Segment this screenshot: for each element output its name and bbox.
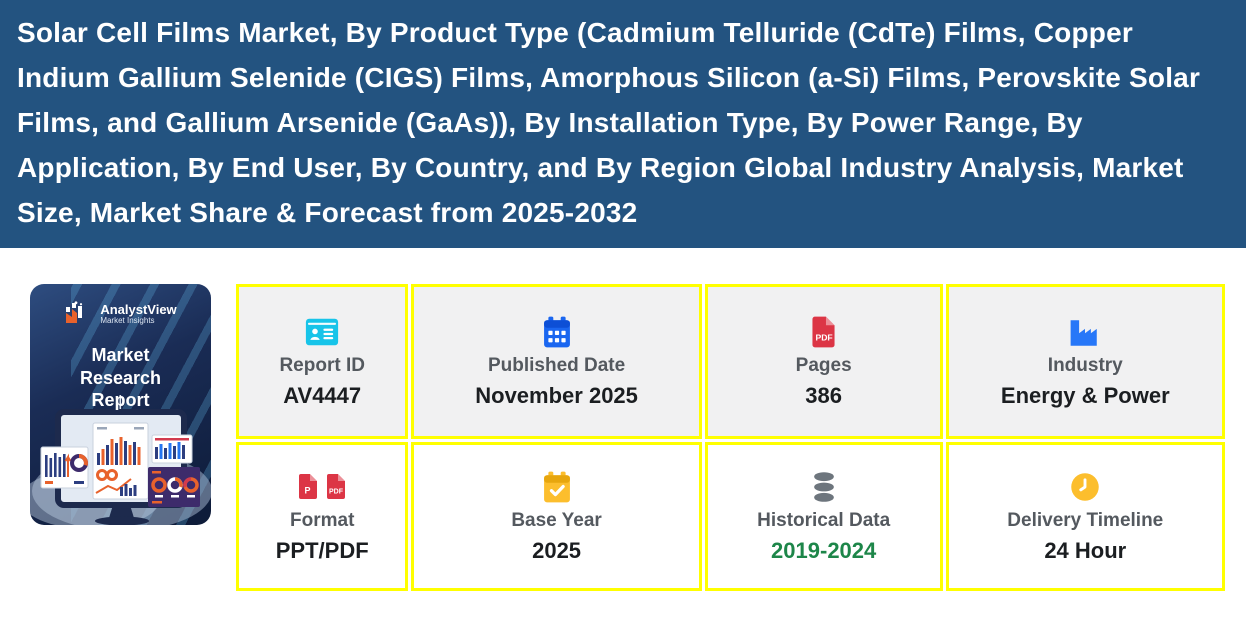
- database-icon: [809, 470, 839, 504]
- industry-cell: Industry Energy & Power: [945, 284, 1225, 439]
- pdf-file-icon: PDF: [810, 315, 837, 349]
- factory-icon: [1068, 315, 1102, 349]
- cell-label: Historical Data: [757, 509, 891, 531]
- page-title: Solar Cell Films Market, By Product Type…: [17, 17, 1201, 228]
- monitor-illustration: [30, 395, 211, 525]
- cell-value: PPT/PDF: [275, 537, 369, 563]
- report-id-cell: Report ID AV4447: [236, 284, 409, 439]
- cell-value: 2025: [532, 537, 582, 563]
- calendar-check-icon: [542, 470, 572, 504]
- cell-value: AV4447: [283, 382, 362, 408]
- ppt-file-icon: P: [299, 474, 318, 499]
- cell-label: Industry: [1047, 354, 1123, 376]
- format-cell: P PDF Format PPT/PDF: [236, 442, 409, 591]
- id-card-icon: [305, 315, 339, 349]
- ppt-pdf-file-icons: P PDF: [297, 470, 347, 504]
- cell-label: Published Date: [487, 354, 626, 376]
- cell-label: Report ID: [279, 354, 365, 376]
- report-info-section: AnalystView Market Insights Market Resea…: [30, 284, 1246, 591]
- cell-label: Format: [290, 509, 355, 531]
- pages-cell: PDF Pages 386: [704, 284, 943, 439]
- report-cover-thumbnail: AnalystView Market Insights Market Resea…: [30, 284, 211, 525]
- clock-icon: [1070, 470, 1100, 504]
- base-year-cell: Base Year 2025: [411, 442, 702, 591]
- header-banner: Solar Cell Films Market, By Product Type…: [0, 0, 1246, 248]
- cell-label: Delivery Timeline: [1007, 509, 1164, 531]
- svg-text:PDF: PDF: [816, 332, 833, 342]
- pdf-file-icon: PDF: [327, 474, 346, 499]
- cell-value: Energy & Power: [1000, 382, 1170, 408]
- brand-name: AnalystView: [100, 301, 177, 317]
- cell-value: 2019-2024: [771, 537, 877, 563]
- cell-value: 386: [805, 382, 843, 408]
- cell-label: Base Year: [511, 509, 602, 531]
- cell-value: November 2025: [475, 382, 638, 408]
- delivery-timeline-cell: Delivery Timeline 24 Hour: [945, 442, 1225, 591]
- calendar-icon: [542, 315, 572, 349]
- historical-data-cell: Historical Data 2019-2024: [704, 442, 943, 591]
- analystview-logo: AnalystView Market Insights: [30, 301, 211, 327]
- analystview-logo-icon: [66, 301, 83, 323]
- cell-label: Pages: [795, 354, 852, 376]
- svg-text:P: P: [305, 486, 311, 496]
- cover-title: Market Research Report: [79, 345, 162, 410]
- brand-subtitle: Market Insights: [100, 315, 155, 325]
- report-info-grid: Report ID AV4447 Published Date: [236, 284, 1225, 591]
- svg-text:PDF: PDF: [329, 489, 344, 496]
- published-date-cell: Published Date November 2025: [411, 284, 702, 439]
- cell-value: 24 Hour: [1044, 537, 1127, 563]
